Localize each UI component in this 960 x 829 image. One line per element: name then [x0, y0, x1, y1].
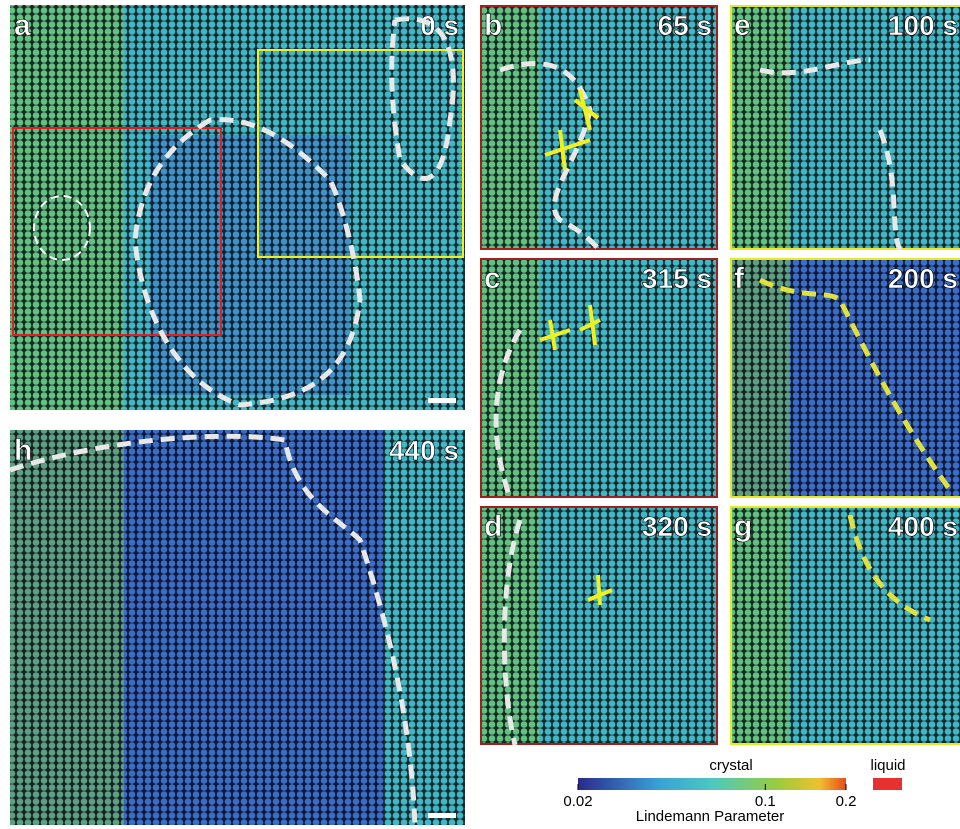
panel-time: 315 s: [642, 263, 712, 294]
colorbar-axis-label: Lindemann Parameter: [636, 808, 784, 825]
panel-time: 440 s: [389, 435, 459, 466]
scale-bar: [428, 813, 456, 818]
panel: h 440 s: [10, 430, 465, 825]
colorbar-title: crystal: [709, 757, 752, 774]
colorbar-tick-label: 0.2: [836, 793, 857, 810]
texture-patch: [10, 5, 124, 410]
panel: f 200 s: [730, 258, 960, 498]
panel: g 400 s: [730, 506, 960, 745]
figure: a 0 s b 65 s c 315 s d 320 s e 100 s f 200 s g 400 s h…: [0, 0, 960, 829]
texture-patch: [150, 135, 350, 395]
panel-label: c: [484, 262, 501, 295]
liquid-label: liquid: [870, 757, 905, 774]
panel-time: 200 s: [888, 263, 958, 294]
panel-time: 320 s: [642, 511, 712, 542]
liquid-swatch: [873, 778, 902, 790]
panel-label: g: [734, 510, 752, 543]
panel-label: h: [14, 434, 32, 467]
texture-patch: [10, 430, 124, 825]
panel-label: a: [14, 9, 31, 42]
colorbar-tick-label: 0.1: [755, 793, 776, 810]
panel-label: d: [484, 510, 502, 543]
panel-label: b: [484, 9, 502, 42]
panel-label: e: [734, 9, 751, 42]
panel-time: 400 s: [888, 511, 958, 542]
panel: a 0 s: [10, 5, 465, 410]
colorbar-gradient: [578, 778, 846, 790]
panel-time: 0 s: [420, 10, 459, 41]
panel: c 315 s: [480, 258, 718, 498]
panel: b 65 s: [480, 5, 718, 250]
texture-patch: [383, 430, 465, 825]
panel-label: f: [734, 262, 745, 295]
colorbar: crystal liquid Lindemann Parameter 0.02 0…: [563, 757, 905, 825]
panel: e 100 s: [730, 5, 960, 250]
scale-bar: [428, 398, 456, 403]
panel-time: 100 s: [888, 10, 958, 41]
colorbar-tick-label: 0.02: [563, 793, 592, 810]
panel-time: 65 s: [658, 10, 713, 41]
